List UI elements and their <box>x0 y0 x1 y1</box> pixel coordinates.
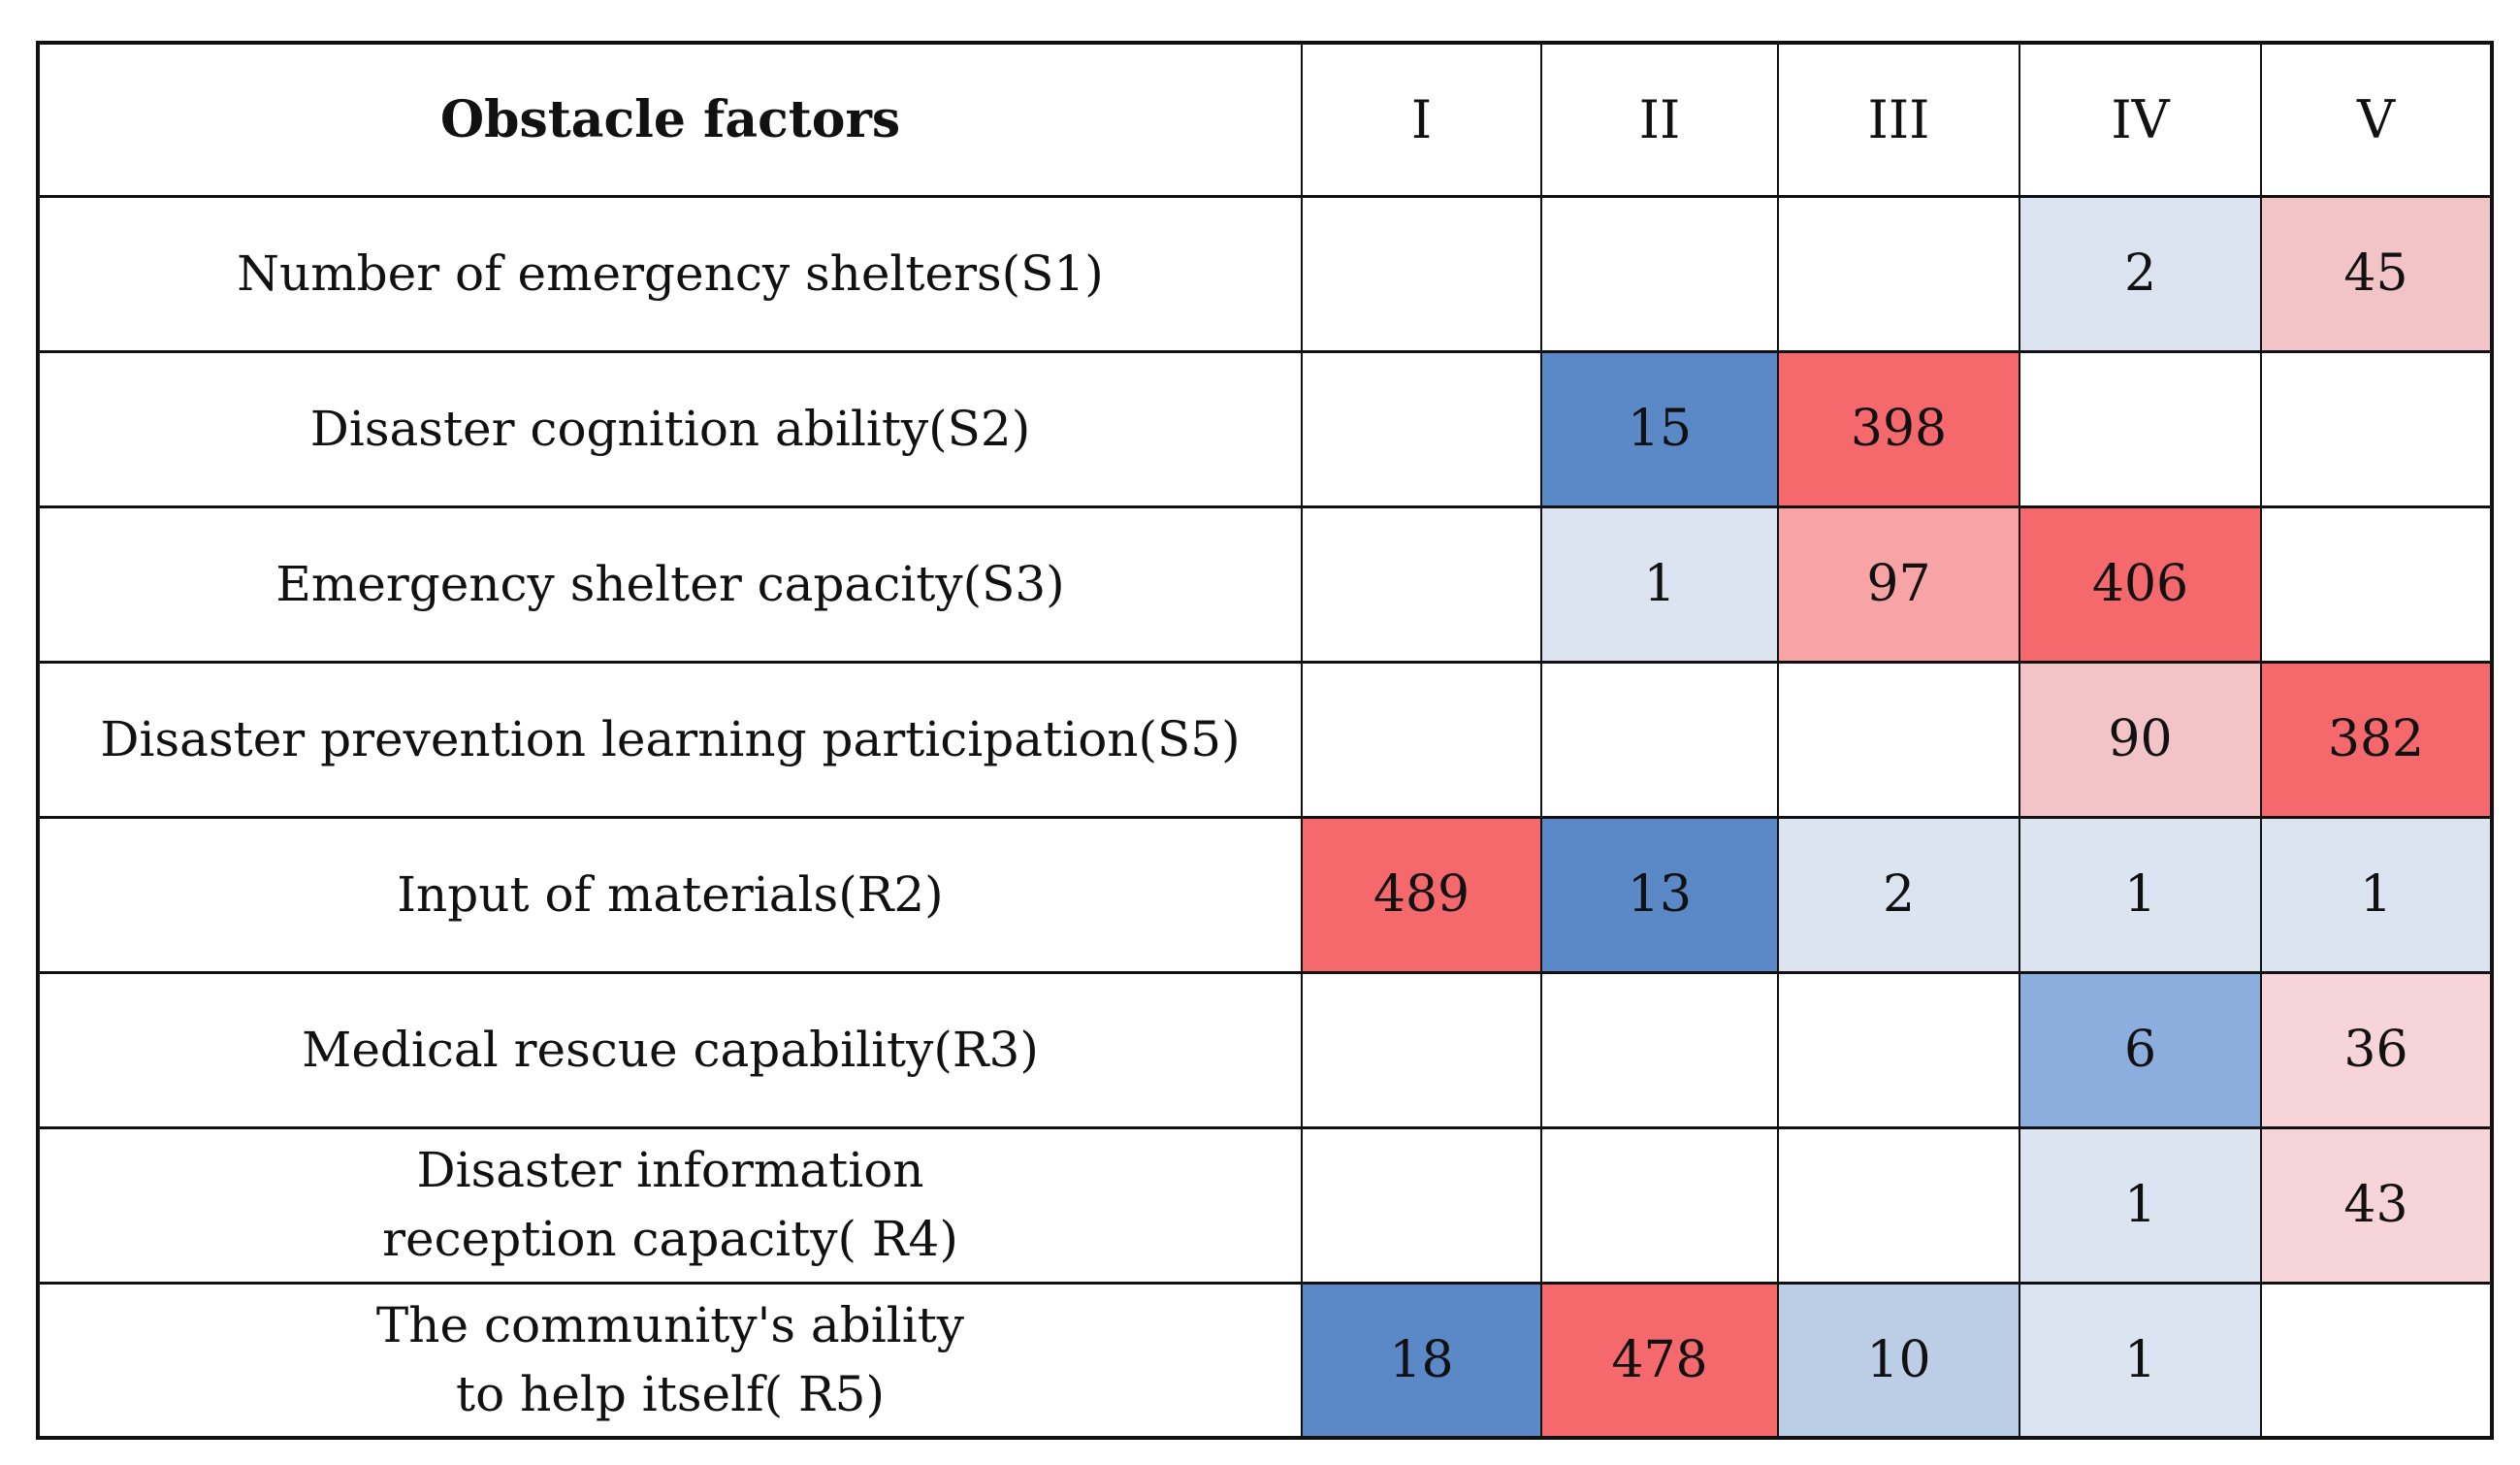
data-cell <box>2260 349 2493 508</box>
table-row: Disaster cognition ability(S2) 15 398 <box>37 349 2493 508</box>
data-cell <box>1301 194 1542 353</box>
data-cell <box>1301 349 1542 508</box>
data-cell <box>1777 660 2020 819</box>
data-cell <box>2260 505 2493 664</box>
row-label: Number of emergency shelters(S1) <box>37 194 1303 353</box>
header-grade-3: III <box>1777 41 2020 198</box>
row-label: Disaster information reception capacity( … <box>37 1125 1303 1285</box>
data-cell <box>1301 660 1542 819</box>
data-cell: 406 <box>2019 505 2262 664</box>
data-cell <box>2019 349 2262 508</box>
data-cell: 1 <box>2260 815 2493 974</box>
header-row: Obstacle factors I II III IV V <box>37 41 2493 198</box>
data-cell <box>2260 1281 2493 1440</box>
header-grade-5: V <box>2260 41 2493 198</box>
row-label: The community's ability to help itself( R… <box>37 1281 1303 1440</box>
data-cell: 398 <box>1777 349 2020 508</box>
header-obstacle-factors: Obstacle factors <box>37 41 1303 198</box>
data-cell: 36 <box>2260 970 2493 1129</box>
data-cell <box>1540 970 1779 1129</box>
data-cell: 15 <box>1540 349 1779 508</box>
data-cell: 478 <box>1540 1281 1779 1440</box>
data-cell <box>1777 1125 2020 1285</box>
table-row: Number of emergency shelters(S1) 2 45 <box>37 194 2493 353</box>
data-cell: 45 <box>2260 194 2493 353</box>
data-cell: 10 <box>1777 1281 2020 1440</box>
table-body: Number of emergency shelters(S1) 2 45 Disas… <box>37 194 2493 1440</box>
table-row: Input of materials(R2) 489 13 2 1 1 <box>37 815 2493 974</box>
data-cell: 90 <box>2019 660 2262 819</box>
data-cell <box>1540 1125 1779 1285</box>
data-cell <box>1540 194 1779 353</box>
data-cell: 43 <box>2260 1125 2493 1285</box>
obstacle-factors-table: Obstacle factors I II III IV V Number of… <box>36 41 2494 1440</box>
data-cell <box>1301 1125 1542 1285</box>
data-cell <box>1777 194 2020 353</box>
data-cell: 382 <box>2260 660 2493 819</box>
data-cell <box>1301 970 1542 1129</box>
data-cell: 13 <box>1540 815 1779 974</box>
data-cell: 97 <box>1777 505 2020 664</box>
header-grade-2: II <box>1540 41 1779 198</box>
row-label: Input of materials(R2) <box>37 815 1303 974</box>
data-cell <box>1777 970 2020 1129</box>
data-cell: 1 <box>2019 1125 2262 1285</box>
data-cell: 2 <box>2019 194 2262 353</box>
data-cell: 1 <box>1540 505 1779 664</box>
data-cell <box>1540 660 1779 819</box>
data-cell: 489 <box>1301 815 1542 974</box>
table-row: Medical rescue capability(R3) 6 36 <box>37 970 2493 1129</box>
data-cell: 1 <box>2019 1281 2262 1440</box>
data-cell: 2 <box>1777 815 2020 974</box>
header-grade-1: I <box>1301 41 1542 198</box>
row-label: Emergency shelter capacity(S3) <box>37 505 1303 664</box>
table-row: The community's ability to help itself( R… <box>37 1281 2493 1440</box>
table-row: Emergency shelter capacity(S3) 1 97 406 <box>37 505 2493 664</box>
table-row: Disaster information reception capacity( … <box>37 1125 2493 1285</box>
data-cell: 6 <box>2019 970 2262 1129</box>
data-cell: 1 <box>2019 815 2262 974</box>
header-grade-4: IV <box>2019 41 2262 198</box>
row-label: Medical rescue capability(R3) <box>37 970 1303 1129</box>
table-row: Disaster prevention learning participati… <box>37 660 2493 819</box>
data-cell <box>1301 505 1542 664</box>
data-cell: 18 <box>1301 1281 1542 1440</box>
row-label: Disaster cognition ability(S2) <box>37 349 1303 508</box>
row-label: Disaster prevention learning participati… <box>37 660 1303 819</box>
